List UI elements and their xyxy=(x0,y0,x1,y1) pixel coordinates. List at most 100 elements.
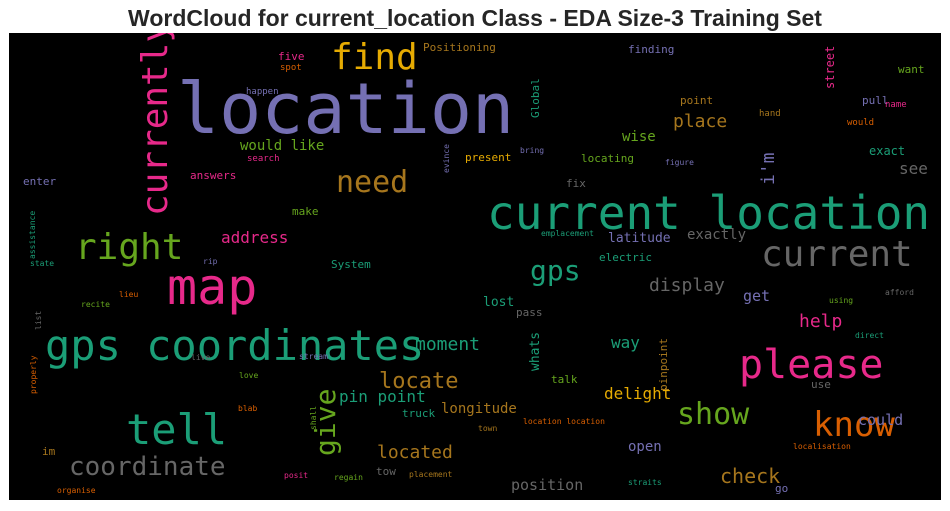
word-current: current xyxy=(761,234,913,275)
word-place: place xyxy=(673,111,727,132)
word-shall: shall xyxy=(309,406,318,430)
word-latitude: latitude xyxy=(608,231,671,246)
word-spot: spot xyxy=(280,63,302,73)
word-make: make xyxy=(292,205,319,218)
word-five: five xyxy=(278,50,305,63)
word-positioning: Positioning xyxy=(423,41,496,54)
word-evince: evince xyxy=(442,144,451,173)
word-localisation: localisation xyxy=(793,442,851,451)
word-emplacement: emplacement xyxy=(541,229,594,238)
word-live: live xyxy=(191,353,210,362)
word-would-like: would like xyxy=(240,138,324,154)
word-way: way xyxy=(611,333,640,352)
word-answers: answers xyxy=(190,169,236,182)
word-pull: pull xyxy=(862,94,889,107)
word-fix: fix xyxy=(566,177,586,190)
word-blab: blab xyxy=(238,404,257,413)
word-tow: tow xyxy=(376,465,396,478)
word-figure: figure xyxy=(665,158,694,167)
word-lieu: lieu xyxy=(119,290,138,299)
wordcloud-svg: location current location map gps coordinat… xyxy=(23,33,930,495)
word-exact: exact xyxy=(869,144,905,158)
word-location-location: location location xyxy=(523,417,605,426)
word-hand: hand xyxy=(759,109,781,119)
word-position: position xyxy=(511,476,583,494)
word-currently: currently xyxy=(135,33,176,216)
word-global: Global xyxy=(529,78,542,118)
word-street: street xyxy=(823,46,837,89)
word-whats: whats xyxy=(528,332,543,371)
word-find: find xyxy=(331,37,418,78)
word-address: address xyxy=(221,228,288,247)
word-help: help xyxy=(799,311,842,332)
word-moment: moment xyxy=(415,334,480,355)
word-present: present xyxy=(465,151,511,164)
word-get: get xyxy=(743,287,770,305)
word-show: show xyxy=(677,397,750,432)
word-state: state xyxy=(30,259,54,268)
word-know: know xyxy=(813,405,895,445)
word-location: location xyxy=(177,68,514,150)
word-check: check xyxy=(720,464,780,488)
word-list: list xyxy=(34,311,43,330)
word-organise: organise xyxy=(57,486,96,495)
word-bring: bring xyxy=(520,146,544,155)
word-electric: electric xyxy=(599,251,652,264)
word-right: right xyxy=(75,227,183,268)
word-regain: regain xyxy=(334,473,363,482)
word-stream: stream xyxy=(299,352,328,361)
word-town: town xyxy=(478,424,497,433)
word-map: map xyxy=(167,258,257,316)
word-using: using xyxy=(829,296,853,305)
word-use: use xyxy=(811,378,831,391)
word-pass: pass xyxy=(516,306,543,319)
word-happen: happen xyxy=(246,87,279,97)
word-posit: posit xyxy=(284,471,308,480)
word-point: point xyxy=(680,94,713,107)
word-located: located xyxy=(377,442,453,463)
word-search: search xyxy=(247,154,280,164)
word-display: display xyxy=(649,275,725,296)
word-properly: properly xyxy=(29,355,38,394)
word-system: System xyxy=(331,258,371,271)
word-straits: straits xyxy=(628,478,662,487)
word-assistance: assistance xyxy=(28,211,37,259)
word-give: give xyxy=(309,389,342,456)
word-see: see xyxy=(899,159,928,178)
word-gps-coordinates: gps coordinates xyxy=(45,321,424,370)
word-coordinate: coordinate xyxy=(69,452,226,482)
word-could: could xyxy=(858,411,903,429)
word-love: love xyxy=(239,371,258,380)
word-gps: gps xyxy=(530,254,581,287)
word-recite: recite xyxy=(81,300,110,309)
word-would: would xyxy=(847,118,874,128)
word-current-location: current location xyxy=(487,186,930,240)
word-please: please xyxy=(739,342,884,388)
word-open: open xyxy=(628,439,662,455)
word-exactly: exactly xyxy=(687,227,746,243)
word-locating: locating xyxy=(581,152,634,165)
word-afford: afford xyxy=(885,288,914,297)
word-wise: wise xyxy=(622,129,656,145)
word-longitude: longitude xyxy=(441,401,517,417)
word-pin-point: pin point xyxy=(339,387,426,406)
word-rip: rip xyxy=(203,257,218,266)
word-lost: lost xyxy=(483,295,514,310)
word-need: need xyxy=(336,165,408,200)
word-locate: locate xyxy=(379,369,458,394)
wordcloud-canvas: location current location map gps coordinat… xyxy=(9,33,941,500)
word-i-m: i'm xyxy=(758,152,779,185)
word-finding: finding xyxy=(628,43,674,56)
word-enter: enter xyxy=(23,175,56,188)
word-name: name xyxy=(885,100,907,110)
word-placement: placement xyxy=(409,470,453,479)
word-go: go xyxy=(775,482,788,495)
word-pinpoint: pinpoint xyxy=(657,338,670,391)
word-tell: tell xyxy=(126,405,227,454)
chart-title: WordCloud for current_location Class - E… xyxy=(128,5,822,31)
word-talk: talk xyxy=(551,373,578,386)
word-truck: truck xyxy=(402,407,435,420)
word-im: im xyxy=(42,445,56,458)
word-direct: direct xyxy=(855,331,884,340)
word-want: want xyxy=(898,63,925,76)
